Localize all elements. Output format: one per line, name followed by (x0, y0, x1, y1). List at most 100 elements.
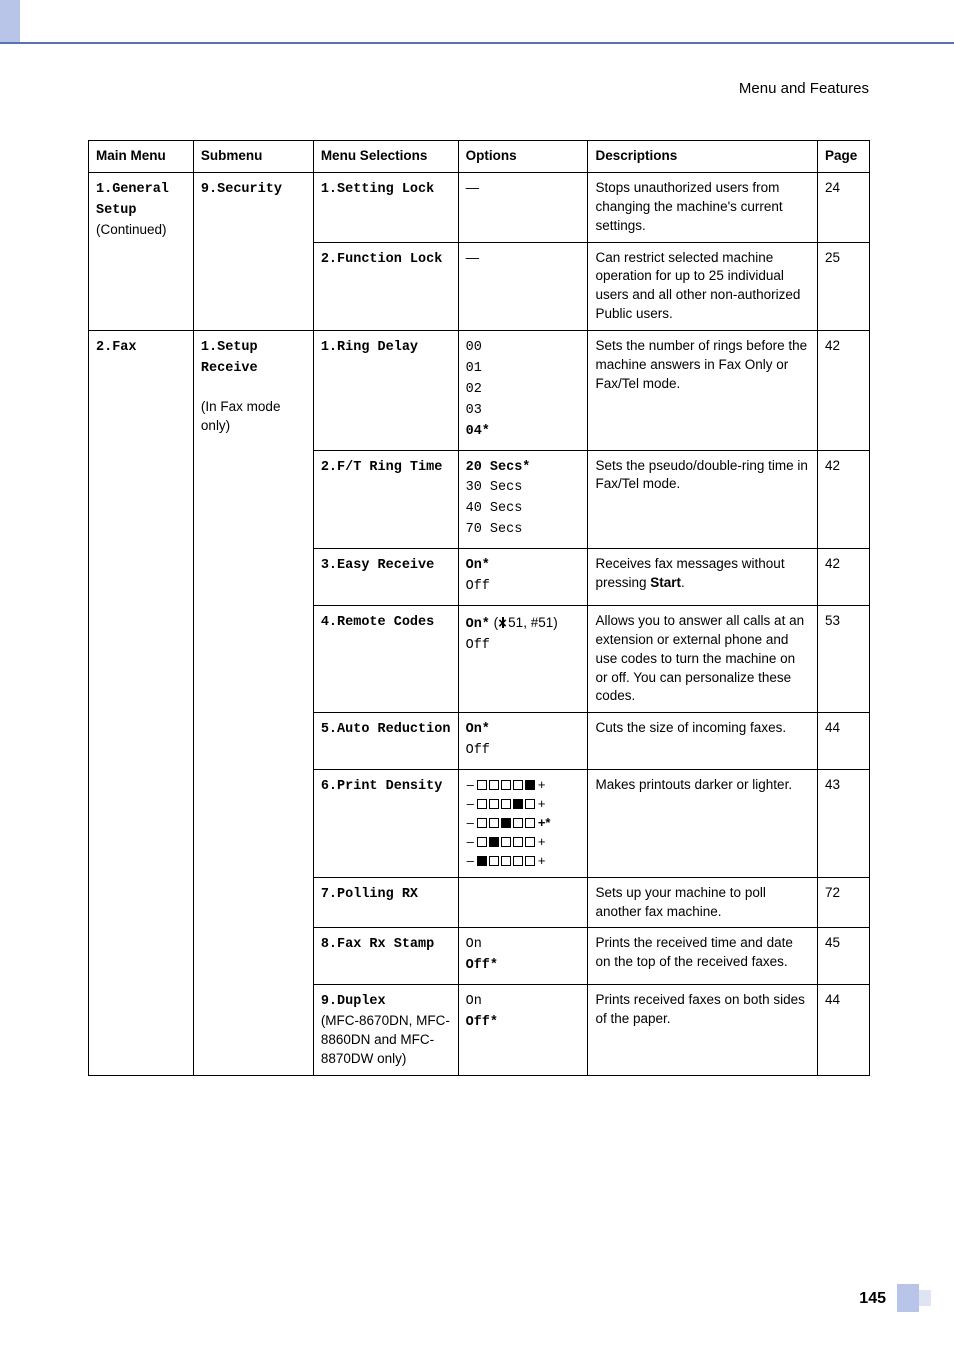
options-dash: — (466, 250, 480, 265)
selections-text: 6.Print Density (321, 779, 443, 794)
cell-description: Prints the received time and date on the… (588, 928, 817, 985)
option-text: On (466, 936, 581, 955)
cell-page: 53 (817, 605, 869, 712)
cell-page: 42 (817, 450, 869, 549)
density-box-empty (513, 818, 523, 828)
cell-description: Makes printouts darker or lighter. (588, 770, 817, 877)
submenu-text: 1.Setup Receive (201, 340, 258, 376)
cell-main-menu: 2.Fax (89, 331, 194, 1076)
cell-page: 44 (817, 985, 869, 1076)
density-box-empty (501, 837, 511, 847)
option-default: On* (466, 721, 581, 740)
option-default: 04* (466, 423, 581, 442)
minus-sign: – (466, 837, 475, 847)
cell-selections: 3.Easy Receive (313, 549, 458, 606)
submenu-note: (In Fax mode only) (201, 399, 281, 433)
density-box-empty (513, 837, 523, 847)
density-box-empty (477, 780, 487, 790)
table-row: 2.Fax 1.Setup Receive (In Fax mode only)… (89, 331, 870, 450)
col-page: Page (817, 141, 869, 173)
section-header: Menu and Features (739, 80, 869, 97)
selections-text: 1.Ring Delay (321, 340, 418, 355)
cell-selections: 5.Auto Reduction (313, 713, 458, 770)
cell-options: 20 Secs* 30 Secs 40 Secs 70 Secs (458, 450, 588, 549)
main-menu-text: 2.Fax (96, 340, 137, 355)
density-row: –+ (466, 837, 547, 847)
selections-text: 4.Remote Codes (321, 615, 434, 630)
density-box-empty (477, 837, 487, 847)
cell-selections: 1.Ring Delay (313, 331, 458, 450)
selections-text: 8.Fax Rx Stamp (321, 937, 434, 952)
density-box-filled (489, 837, 499, 847)
cell-main-menu: 1.General Setup (Continued) (89, 172, 194, 330)
cell-description: Allows you to answer all calls at an ext… (588, 605, 817, 712)
plus-sign: + (537, 856, 547, 866)
cell-selections: 2.Function Lock (313, 242, 458, 331)
main-menu-note: (Continued) (96, 222, 167, 237)
cell-selections: 8.Fax Rx Stamp (313, 928, 458, 985)
cell-submenu: 1.Setup Receive (In Fax mode only) (193, 331, 313, 1076)
cell-selections: 2.F/T Ring Time (313, 450, 458, 549)
table-header-row: Main Menu Submenu Menu Selections Option… (89, 141, 870, 173)
option-default: Off* (466, 957, 581, 976)
density-box-empty (501, 856, 511, 866)
selections-text: 2.F/T Ring Time (321, 460, 443, 475)
cell-options: On Off* (458, 928, 588, 985)
remote-codes-text: 51, #51) (508, 615, 558, 630)
cell-page: 42 (817, 331, 869, 450)
cell-description: Sets the number of rings before the mach… (588, 331, 817, 450)
corner-band (0, 0, 20, 42)
option-text: On (466, 993, 581, 1012)
density-box-empty (513, 856, 523, 866)
cell-options: On* Off (458, 549, 588, 606)
col-selections: Menu Selections (313, 141, 458, 173)
cell-page: 25 (817, 242, 869, 331)
option-text: Off (466, 578, 581, 597)
cell-page: 72 (817, 877, 869, 928)
cell-page: 24 (817, 172, 869, 242)
option-default: On* (466, 557, 581, 576)
col-descriptions: Descriptions (588, 141, 817, 173)
cell-options (458, 877, 588, 928)
cell-options: On* (51, #51) Off (458, 605, 588, 712)
option-text: 01 (466, 360, 581, 379)
desc-suffix: . (681, 575, 685, 590)
cell-options: 00 01 02 03 04* (458, 331, 588, 450)
desc-bold: Start (650, 575, 681, 590)
cell-description: Prints received faxes on both sides of t… (588, 985, 817, 1076)
cell-selections: 4.Remote Codes (313, 605, 458, 712)
option-text: 70 Secs (466, 521, 581, 540)
option-text: 40 Secs (466, 500, 581, 519)
option-default: 20 Secs* (466, 459, 581, 478)
selections-text: 9.Duplex (321, 994, 386, 1009)
minus-sign: – (466, 818, 475, 828)
remote-codes-paren: (51, #51) (494, 615, 558, 630)
cell-description: Stops unauthorized users from changing t… (588, 172, 817, 242)
density-box-empty (513, 780, 523, 790)
cell-options: –+–+–+*–+–+ (458, 770, 588, 877)
density-box-empty (525, 799, 535, 809)
option-text: Off (466, 742, 581, 761)
plus-sign: + (537, 799, 547, 809)
density-row: – +* (466, 818, 552, 828)
star-icon (498, 616, 508, 628)
cell-description: Can restrict selected machine operation … (588, 242, 817, 331)
cell-options: On Off* (458, 985, 588, 1076)
remote-on-label: On* (466, 617, 490, 632)
table-row: 1.General Setup (Continued) 9.Security 1… (89, 172, 870, 242)
cell-page: 45 (817, 928, 869, 985)
density-row: –+ (466, 799, 547, 809)
cell-options: — (458, 242, 588, 331)
density-box-filled (525, 780, 535, 790)
desc-prefix: Receives fax messages without pressing (595, 556, 784, 590)
option-text: 30 Secs (466, 479, 581, 498)
cell-page: 42 (817, 549, 869, 606)
density-box-empty (501, 799, 511, 809)
density-box-empty (525, 837, 535, 847)
cell-description: Receives fax messages without pressing S… (588, 549, 817, 606)
density-box-empty (477, 799, 487, 809)
cell-selections: 6.Print Density (313, 770, 458, 877)
selections-text: 5.Auto Reduction (321, 722, 451, 737)
plus-sign: +* (537, 818, 552, 828)
cell-submenu: 9.Security (193, 172, 313, 330)
